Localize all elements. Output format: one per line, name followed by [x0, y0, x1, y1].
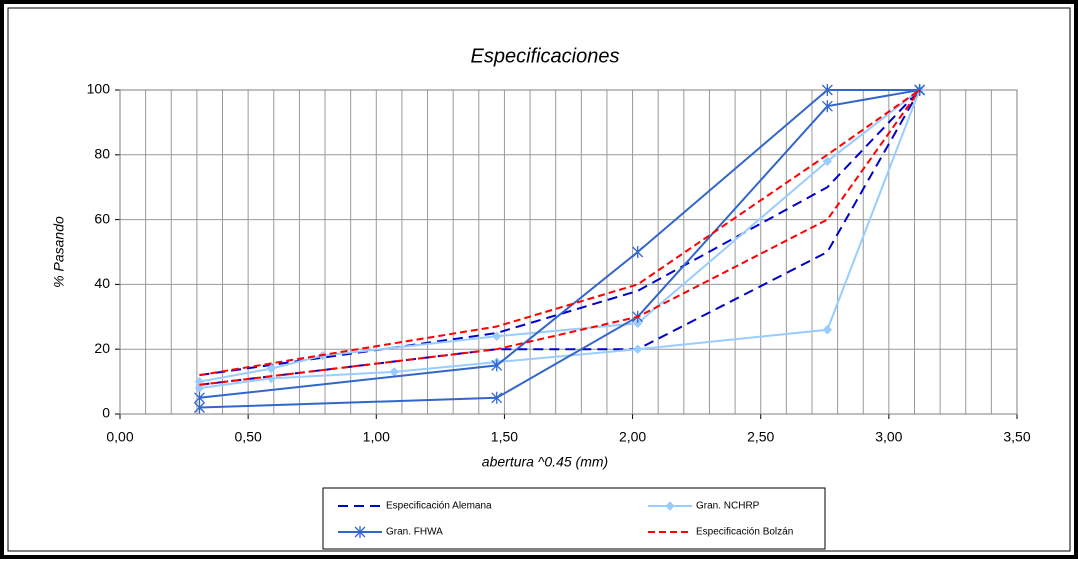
x-tick-label: 1,50 — [491, 429, 518, 445]
x-tick-label: 0,50 — [235, 429, 262, 445]
y-axis-label: % Pasando — [51, 216, 67, 288]
data-point — [632, 246, 644, 258]
data-point — [821, 84, 833, 96]
x-tick-label: 3,00 — [875, 429, 902, 445]
series-line — [199, 89, 921, 386]
legend-label: Especificación Bolzán — [696, 527, 793, 538]
x-tick-label: 2,50 — [747, 429, 774, 445]
plot-area — [119, 89, 1018, 415]
data-point — [492, 331, 502, 341]
y-tick-label: 100 — [87, 81, 111, 97]
y-tick-label: 40 — [94, 275, 110, 291]
legend-label: Gran. FHWA — [386, 527, 443, 538]
legend-marker — [354, 526, 366, 538]
legend-label: Especificación Alemana — [386, 501, 492, 512]
y-tick-label: 60 — [94, 210, 110, 226]
data-point — [632, 318, 643, 328]
x-axis-label: abertura ^0.45 (mm) — [482, 454, 608, 470]
y-tick-label: 0 — [102, 405, 110, 421]
data-point — [632, 344, 643, 354]
legend-box — [322, 487, 826, 550]
data-point — [491, 391, 503, 404]
data-point — [491, 359, 503, 372]
data-point — [822, 325, 833, 335]
y-tick-label: 80 — [94, 146, 110, 162]
inner-frame — [7, 7, 1071, 552]
y-tick-label: 20 — [94, 340, 110, 356]
data-point — [266, 363, 276, 374]
x-tick-label: 1,00 — [363, 429, 390, 445]
legend-label: Gran. NCHRP — [696, 501, 760, 512]
data-point — [821, 100, 833, 113]
chart-title: Especificaciones — [471, 45, 620, 67]
x-tick-label: 3,50 — [1003, 429, 1030, 445]
data-point — [193, 401, 205, 414]
legend-marker — [665, 501, 675, 511]
x-tick-label: 2,00 — [619, 429, 646, 445]
series-line — [199, 89, 921, 377]
data-point — [822, 156, 833, 166]
x-tick-label: 0,00 — [106, 429, 133, 445]
